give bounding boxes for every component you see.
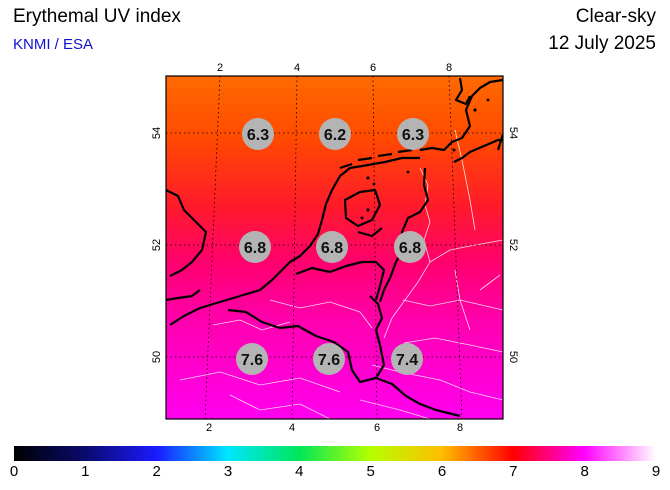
colorbar-tick: 2 [152, 463, 161, 480]
uv-value-label: 6.2 [324, 127, 346, 144]
colorbar-tick: 1 [81, 463, 90, 480]
colorbar-tick: 4 [295, 463, 304, 480]
map-frame [165, 75, 504, 420]
lon-tick-top: 6 [370, 62, 376, 74]
lon-tick-top: 2 [217, 62, 223, 74]
country-borders [179, 129, 503, 419]
colorbar-tick: 7 [509, 463, 518, 480]
uv-value-label: 6.3 [402, 127, 424, 144]
lat-tick-left: 50 [151, 351, 163, 363]
lon-tick-top: 8 [446, 62, 452, 74]
lat-tick-left: 54 [151, 127, 163, 139]
latitude-ticks-right: 54 52 50 [507, 127, 519, 363]
lon-tick-bottom: 4 [289, 422, 295, 434]
islands [360, 98, 490, 220]
graticule [166, 76, 503, 419]
uv-marker [236, 343, 268, 375]
uv-marker [239, 231, 271, 263]
uv-markers: 6.3 6.2 6.3 6.8 6.8 6.8 7.6 7.6 7.4 [236, 118, 429, 375]
latitude-ticks-left: 54 52 50 [151, 127, 163, 363]
uv-marker [397, 118, 429, 150]
colorbar-tick: 6 [437, 463, 447, 480]
uv-marker [319, 118, 351, 150]
colorbar-tick: 8 [580, 463, 589, 480]
forecast-date: 12 July 2025 [548, 33, 656, 54]
lon-tick-bottom: 2 [206, 422, 212, 434]
uv-marker [391, 343, 423, 375]
lon-tick-bottom: 6 [374, 422, 380, 434]
uv-marker [242, 118, 274, 150]
lat-tick-right: 50 [507, 351, 519, 363]
colorbar-tick: 0 [9, 463, 19, 480]
colorbar-tick: 9 [651, 463, 661, 480]
uv-value-label: 7.6 [241, 352, 263, 369]
lon-tick-bottom: 8 [457, 422, 463, 434]
uv-marker [394, 231, 426, 263]
uv-marker [316, 231, 348, 263]
uv-value-label: 6.3 [247, 127, 269, 144]
colorbar [14, 446, 656, 461]
uv-value-label: 6.8 [321, 240, 343, 257]
uv-value-label: 7.6 [318, 352, 340, 369]
sky-mode-label: Clear-sky [575, 6, 656, 27]
lon-tick-top: 4 [294, 62, 300, 74]
lat-tick-right: 54 [507, 127, 519, 139]
longitude-ticks-top: 2 4 6 8 [217, 62, 452, 74]
uv-value-label: 6.8 [399, 240, 421, 257]
coastline [166, 77, 503, 418]
map-title: Erythemal UV index [13, 6, 181, 27]
uv-value-label: 6.8 [244, 240, 266, 257]
data-source-label: KNMI / ESA [13, 36, 94, 53]
lat-tick-left: 52 [151, 239, 163, 251]
uv-value-label: 7.4 [396, 352, 418, 369]
longitude-ticks-bottom: 2 4 6 8 [206, 422, 463, 434]
uv-marker [313, 343, 345, 375]
lat-tick-right: 52 [507, 239, 519, 251]
colorbar-tick: 3 [223, 463, 233, 480]
colorbar-tick: 5 [366, 463, 375, 480]
